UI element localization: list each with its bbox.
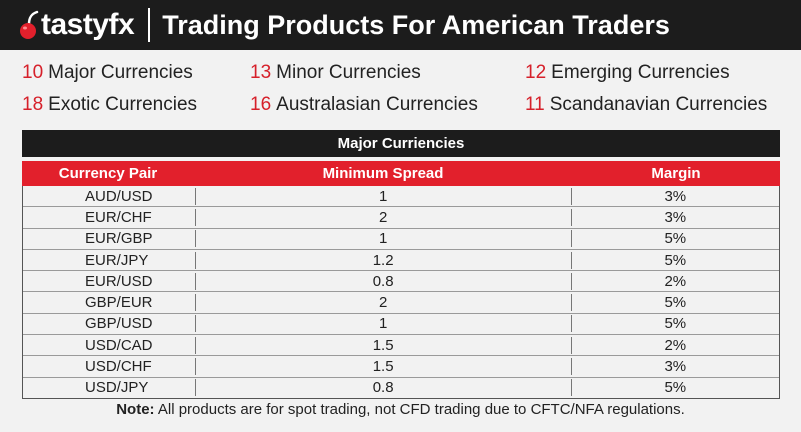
cell-currency-pair: USD/CHF xyxy=(85,358,152,376)
brand-name: tastyfx xyxy=(41,8,135,41)
cell-currency-pair: EUR/GBP xyxy=(85,230,153,248)
header-divider xyxy=(148,8,151,42)
cell-minimum-spread: 1.2 xyxy=(194,251,572,269)
cell-currency-pair: AUD/USD xyxy=(85,187,153,205)
cell-margin: 5% xyxy=(664,379,687,397)
count-label: Exotic Currencies xyxy=(48,94,198,115)
table-row: GBP/EUR 2 5% xyxy=(23,292,779,314)
cell-margin: 2% xyxy=(664,336,687,354)
table-title: Major Curriencies xyxy=(22,130,780,157)
count-label: Minor Currencies xyxy=(276,62,421,83)
count-number: 10 xyxy=(22,62,44,83)
cell-currency-pair: USD/CAD xyxy=(85,336,153,354)
count-number: 12 xyxy=(525,62,547,83)
cell-minimum-spread: 0.8 xyxy=(194,379,572,397)
table-row: EUR/GBP 1 5% xyxy=(23,229,779,250)
count-number: 18 xyxy=(22,94,44,115)
page-title: Trading Products For American Traders xyxy=(162,9,670,40)
header-bar: tastyfx Trading Products For American Tr… xyxy=(0,0,801,50)
count-number: 13 xyxy=(250,62,272,83)
cell-margin: 2% xyxy=(664,272,687,290)
count-australasian: 16 Australasian Currencies xyxy=(250,94,478,116)
cell-margin: 5% xyxy=(664,294,687,312)
cell-margin: 3% xyxy=(664,358,687,376)
count-label: Scandanavian Currencies xyxy=(549,94,768,115)
table-row: EUR/USD 0.8 2% xyxy=(23,271,779,293)
count-label: Australasian Currencies xyxy=(276,94,478,115)
cell-minimum-spread: 1 xyxy=(194,187,572,205)
cell-currency-pair: EUR/USD xyxy=(85,272,153,290)
cell-margin: 3% xyxy=(664,208,687,226)
table-row: GBP/USD 1 5% xyxy=(23,314,779,336)
count-number: 11 xyxy=(525,94,545,115)
table-row: USD/JPY 0.8 5% xyxy=(23,378,779,398)
count-scandanavian: 11 Scandanavian Currencies xyxy=(525,94,767,116)
major-currencies-table: Major Curriencies Currency Pair Minimum … xyxy=(22,130,780,399)
table-header-row: Currency Pair Minimum Spread Margin xyxy=(22,161,780,186)
cell-minimum-spread: 2 xyxy=(194,294,572,312)
cell-minimum-spread: 1.5 xyxy=(194,336,572,354)
note-label: Note: xyxy=(116,401,155,418)
cell-currency-pair: GBP/USD xyxy=(85,315,153,333)
column-header-minimum-spread: Minimum Spread xyxy=(322,165,444,182)
table-row: EUR/CHF 2 3% xyxy=(23,207,779,229)
table-row: EUR/JPY 1.2 5% xyxy=(23,250,779,272)
count-minor: 13 Minor Currencies xyxy=(250,62,421,84)
cell-minimum-spread: 0.8 xyxy=(194,272,572,290)
product-counts: 10 Major Currencies 13 Minor Currencies 12… xyxy=(22,58,792,122)
table-body: AUD/USD 1 3% EUR/CHF 2 3% EUR/GBP 1 5% E… xyxy=(22,186,780,399)
brand-logo[interactable]: tastyfx xyxy=(18,8,135,41)
count-label: Emerging Currencies xyxy=(551,62,730,83)
table-row: AUD/USD 1 3% xyxy=(23,186,779,208)
cell-margin: 5% xyxy=(664,230,687,248)
column-header-margin: Margin xyxy=(651,165,701,182)
footnote: Note: All products are for spot trading,… xyxy=(0,401,801,418)
cell-currency-pair: GBP/EUR xyxy=(85,294,153,312)
cell-currency-pair: USD/JPY xyxy=(85,379,149,397)
cell-margin: 5% xyxy=(664,315,687,333)
cherry-icon xyxy=(20,10,39,39)
column-header-currency-pair: Currency Pair xyxy=(58,165,158,182)
count-major: 10 Major Currencies xyxy=(22,62,193,84)
cell-minimum-spread: 1 xyxy=(194,230,572,248)
cell-margin: 5% xyxy=(664,251,687,269)
count-number: 16 xyxy=(250,94,272,115)
cell-margin: 3% xyxy=(664,187,687,205)
cell-currency-pair: EUR/JPY xyxy=(85,251,149,269)
cell-currency-pair: EUR/CHF xyxy=(85,208,152,226)
cell-minimum-spread: 1.5 xyxy=(194,358,572,376)
table-row: USD/CHF 1.5 3% xyxy=(23,356,779,378)
table-row: USD/CAD 1.5 2% xyxy=(23,335,779,357)
cell-minimum-spread: 2 xyxy=(194,208,572,226)
count-label: Major Currencies xyxy=(48,62,193,83)
count-emerging: 12 Emerging Currencies xyxy=(525,62,730,84)
cell-minimum-spread: 1 xyxy=(194,315,572,333)
note-text: All products are for spot trading, not C… xyxy=(154,401,685,418)
count-exotic: 18 Exotic Currencies xyxy=(22,94,197,116)
